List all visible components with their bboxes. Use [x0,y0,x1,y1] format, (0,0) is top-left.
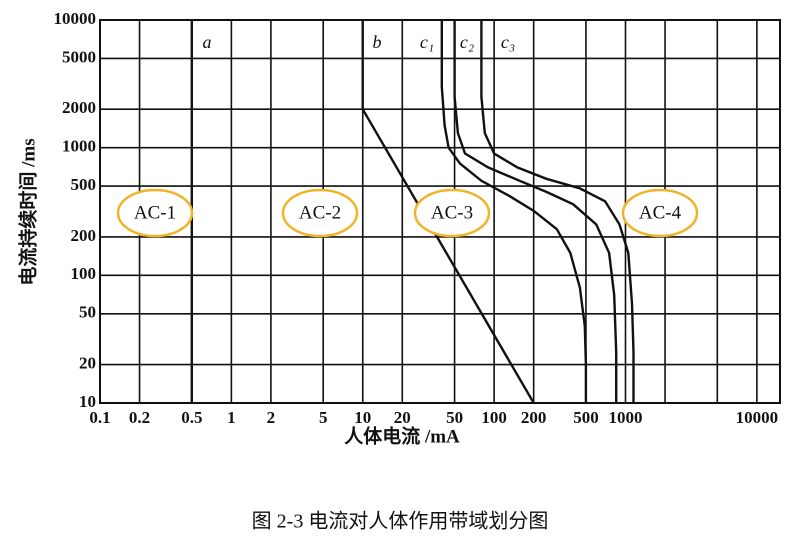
x-tick-label: 100 [481,408,507,427]
x-tick-label: 0.5 [181,408,202,427]
y-tick-label: 200 [71,226,97,245]
y-tick-label: 10000 [54,9,97,28]
curve [440,20,588,403]
x-tick-label: 0.2 [129,408,150,427]
x-tick-label: 5 [319,408,328,427]
zone-ellipse [621,188,699,238]
curve-label: c₂ [460,32,474,52]
x-tick-label: 500 [573,408,599,427]
curve-label: a [203,32,212,52]
x-tick-label: 10000 [736,408,779,427]
zone-label: AC-3 [431,202,473,223]
y-tick-label: 500 [71,175,97,194]
y-tick-label: 100 [71,264,97,283]
zone-label: AC-1 [134,202,176,223]
y-tick-label: 20 [79,353,96,372]
x-tick-label: 200 [521,408,547,427]
curve-label: c₃ [501,32,515,52]
zone-label: AC-4 [639,202,682,223]
curve [453,20,618,403]
y-tick-label: 2000 [62,98,96,117]
x-tick-label: 1 [227,408,236,427]
x-tick-label: 50 [446,408,463,427]
x-tick-label: 2 [267,408,276,427]
y-axis-label: 电流持续时间 /ms [16,138,39,285]
zone-label: AC-2 [299,202,341,223]
caption: 图 2-3 电流对人体作用带域划分图 [252,510,549,533]
x-tick-label: 0.1 [89,408,110,427]
y-tick-label: 10 [79,392,96,411]
curve-label: c₁ [420,32,434,52]
y-tick-label: 1000 [62,137,96,156]
x-tick-label: 20 [394,408,411,427]
curve-label: b [373,32,382,52]
y-tick-label: 5000 [62,47,96,66]
curve [480,20,635,403]
x-tick-label: 10 [354,408,371,427]
curve [361,20,535,404]
x-tick-label: 1000 [608,408,642,427]
y-tick-label: 50 [79,303,96,322]
zone-ellipse [281,188,359,238]
zone-ellipse [413,188,491,238]
zone-ellipse [116,188,194,238]
x-axis-label: 人体电流 /mA [344,424,460,447]
